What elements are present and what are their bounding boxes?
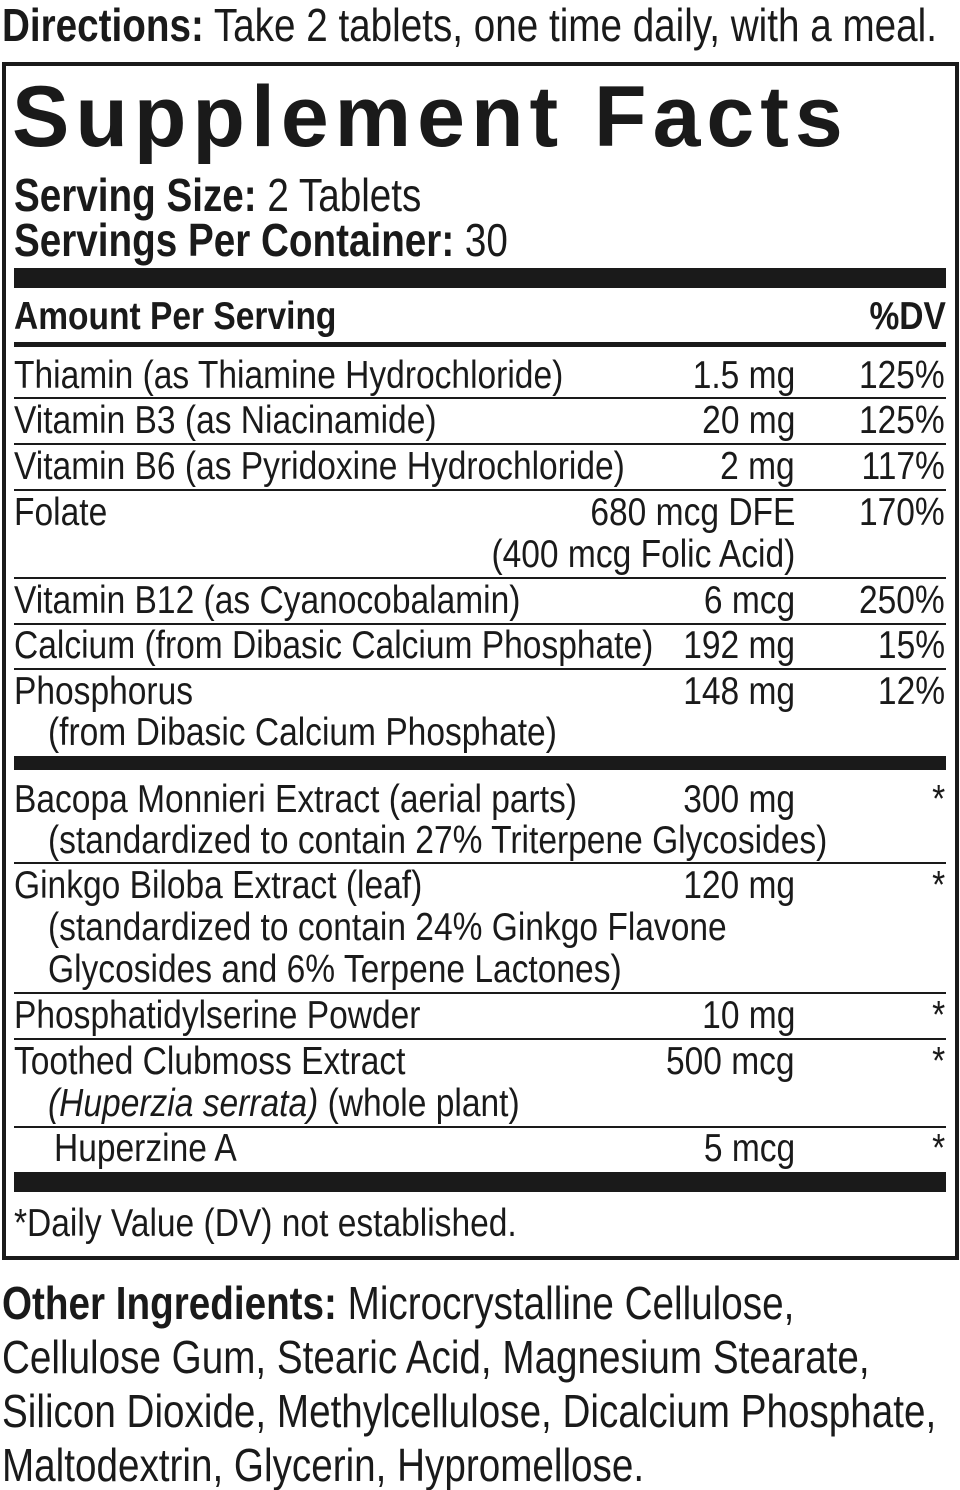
- row-dv: *: [931, 994, 945, 1037]
- directions: Directions: Take 2 tablets, one time dai…: [2, 0, 937, 50]
- other-ingredients-text: Microcrystalline Cellulose,: [347, 1277, 795, 1329]
- row-amount: 680 mcg DFE: [589, 491, 795, 534]
- dv-header: %DV: [869, 295, 946, 338]
- servings-per-container: Servings Per Container: 30: [14, 215, 508, 265]
- other-ingredients-line: Other Ingredients: Microcrystalline Cell…: [2, 1278, 794, 1328]
- row-dv: *: [931, 1127, 945, 1170]
- divider: [14, 397, 946, 399]
- row-amount: 2 mg: [720, 445, 795, 488]
- servings-value: 30: [464, 214, 508, 266]
- serving-size: Serving Size: 2 Tablets: [14, 170, 421, 220]
- row-dv: *: [931, 864, 945, 907]
- row-sub-italic: (Huperzia serrata): [48, 1082, 319, 1125]
- other-ingredients-line: Silicon Dioxide, Methylcellulose, Dicalc…: [2, 1385, 937, 1437]
- amount-header: Amount Per Serving: [14, 295, 337, 338]
- row-dv: 15%: [877, 624, 945, 667]
- divider: [14, 668, 946, 670]
- row-dv: 170%: [859, 491, 945, 534]
- divider: [14, 489, 946, 491]
- row-sub: (from Dibasic Calcium Phosphate): [48, 711, 557, 754]
- row-amount: 120 mg: [683, 864, 795, 907]
- row-name: Phosphatidylserine Powder: [14, 994, 421, 1037]
- divider: [14, 623, 946, 625]
- row-amount-sub: (400 mcg Folic Acid): [491, 533, 795, 576]
- servings-label: Servings Per Container:: [14, 214, 455, 266]
- other-ingredients-line: Maltodextrin, Glycerin, Hypromellose.: [2, 1439, 645, 1490]
- row-dv: 117%: [861, 445, 945, 488]
- row-name: Vitamin B3 (as Niacinamide): [14, 399, 437, 442]
- row-name: Vitamin B12 (as Cyanocobalamin): [14, 579, 521, 622]
- row-name: Bacopa Monnieri Extract (aerial parts): [14, 778, 577, 821]
- row-name: Folate: [14, 491, 108, 534]
- divider: [14, 1038, 946, 1040]
- row-amount: 20 mg: [701, 399, 795, 442]
- row-dv: *: [931, 778, 945, 821]
- row-dv: 125%: [859, 399, 945, 442]
- row-sub: (standardized to contain 27% Triterpene …: [48, 819, 828, 862]
- row-amount: 10 mg: [701, 994, 795, 1037]
- divider: [14, 1172, 946, 1192]
- row-sub: Glycosides and 6% Terpene Lactones): [48, 948, 622, 991]
- row-name: Calcium (from Dibasic Calcium Phosphate): [14, 624, 654, 667]
- divider: [14, 862, 946, 864]
- row-amount: 300 mg: [683, 778, 795, 821]
- divider: [14, 1126, 946, 1128]
- divider: [14, 756, 946, 770]
- row-dv: 12%: [877, 670, 945, 713]
- row-dv: 125%: [859, 354, 945, 397]
- divider: [14, 992, 946, 994]
- divider: [14, 268, 946, 288]
- panel-title: Supplement Facts: [12, 69, 849, 165]
- row-name: Ginkgo Biloba Extract (leaf): [14, 864, 423, 907]
- row-name: Huperzine A: [54, 1127, 237, 1170]
- row-sub: (standardized to contain 24% Ginkgo Flav…: [48, 906, 727, 949]
- supplement-facts-panel: [2, 62, 959, 1260]
- serving-size-value: 2 Tablets: [267, 169, 422, 221]
- serving-size-label: Serving Size:: [14, 169, 257, 221]
- row-name: Vitamin B6 (as Pyridoxine Hydrochloride): [14, 445, 625, 488]
- footnote: *Daily Value (DV) not established.: [14, 1202, 517, 1245]
- row-name: Thiamin (as Thiamine Hydrochloride): [14, 354, 564, 397]
- row-amount: 5 mcg: [703, 1127, 795, 1170]
- divider: [14, 443, 946, 445]
- directions-text: Take 2 tablets, one time daily, with a m…: [213, 0, 937, 51]
- row-amount: 6 mcg: [703, 579, 795, 622]
- row-name: Phosphorus: [14, 670, 194, 713]
- divider: [14, 577, 946, 579]
- row-dv: *: [931, 1040, 945, 1083]
- divider: [14, 342, 946, 347]
- row-amount: 192 mg: [683, 624, 795, 667]
- directions-label: Directions:: [2, 0, 204, 51]
- row-sub-text: (whole plant): [327, 1082, 520, 1125]
- row-amount: 1.5 mg: [692, 354, 795, 397]
- other-ingredients-label: Other Ingredients:: [2, 1277, 337, 1329]
- row-name: Toothed Clubmoss Extract: [14, 1040, 406, 1083]
- row-amount: 148 mg: [683, 670, 795, 713]
- row-amount: 500 mcg: [666, 1040, 795, 1083]
- other-ingredients-line: Cellulose Gum, Stearic Acid, Magnesium S…: [2, 1331, 870, 1383]
- row-sub: (Huperzia serrata) (whole plant): [48, 1084, 520, 1124]
- row-dv: 250%: [859, 579, 945, 622]
